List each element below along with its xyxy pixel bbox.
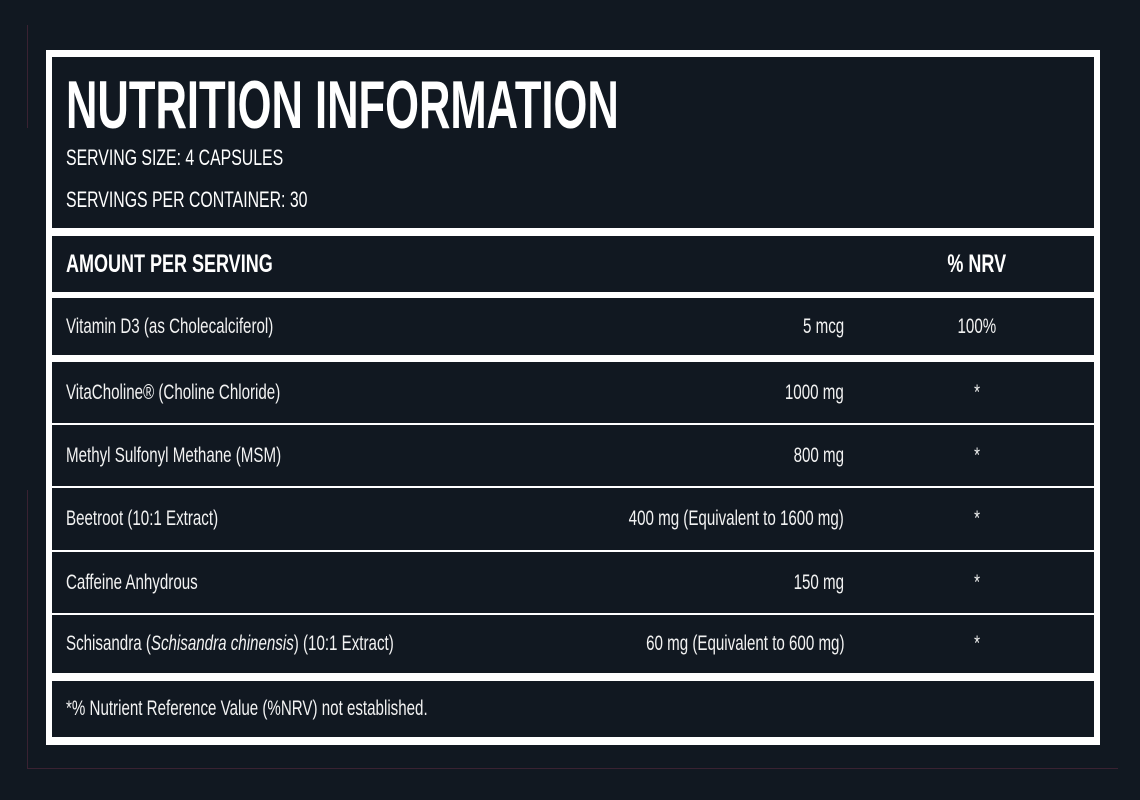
table-row: Caffeine Anhydrous 150 mg * <box>52 552 1094 613</box>
servings-per-container: SERVINGS PER CONTAINER: 30 <box>66 187 308 212</box>
nrv-header: % NRV <box>947 250 1007 278</box>
amount-per-serving-header: AMOUNT PER SERVING <box>66 250 273 278</box>
table-row: Schisandra (Schisandra chinensis) (10:1 … <box>52 615 1094 673</box>
decorative-line <box>27 490 1118 769</box>
table-row: Methyl Sulfonyl Methane (MSM) 800 mg * <box>52 425 1094 486</box>
table-row: Vitamin D3 (as Cholecalciferol) 5 mcg 10… <box>52 298 1094 355</box>
footnote: *% Nutrient Reference Value (%NRV) not e… <box>66 697 428 720</box>
table-row: VitaCholine® (Choline Chloride) 1000 mg … <box>52 362 1094 423</box>
title-section: NUTRITION INFORMATION SERVING SIZE: 4 CA… <box>52 57 1094 228</box>
footnote-section: *% Nutrient Reference Value (%NRV) not e… <box>52 681 1094 737</box>
column-header-row: AMOUNT PER SERVING % NRV <box>52 236 1094 292</box>
table-row: Beetroot (10:1 Extract) 400 mg (Equivale… <box>52 488 1094 550</box>
panel-title: NUTRITION INFORMATION <box>66 67 619 143</box>
nutrition-panel: NUTRITION INFORMATION SERVING SIZE: 4 CA… <box>46 50 1100 745</box>
decorative-line <box>27 25 28 128</box>
serving-size: SERVING SIZE: 4 CAPSULES <box>66 145 284 170</box>
